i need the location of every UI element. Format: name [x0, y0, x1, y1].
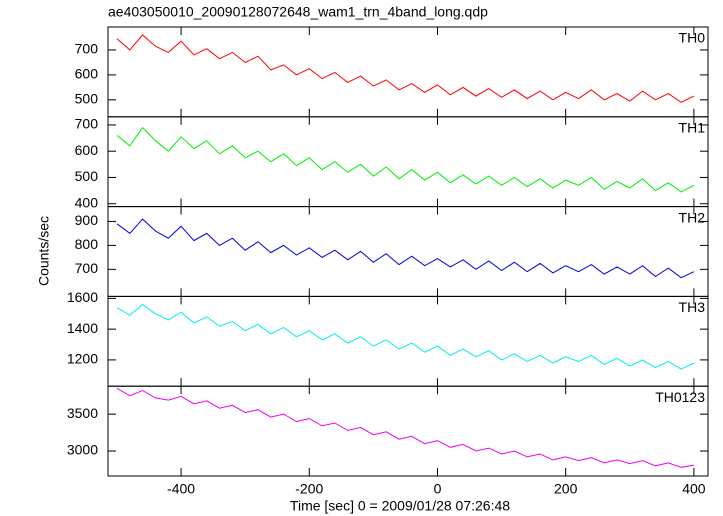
data-line [116, 218, 695, 279]
x-tick-label: 0 [434, 481, 442, 497]
y-tick-label: 600 [75, 66, 99, 82]
y-tick-label: 400 [75, 194, 99, 210]
data-line [116, 387, 694, 468]
y-tick-label: 700 [75, 41, 99, 57]
data-line [116, 126, 695, 193]
y-tick-label: 600 [75, 142, 99, 158]
y-tick-label: 700 [75, 260, 99, 276]
y-tick-label: 800 [75, 236, 99, 252]
x-tick-label: -400 [167, 481, 195, 497]
y-tick-label: 1400 [67, 320, 98, 336]
panel-label: TH2 [679, 209, 706, 225]
y-tick-label: 700 [75, 116, 99, 132]
x-tick-label: 400 [682, 481, 706, 497]
panel-label: TH0123 [655, 389, 705, 405]
y-tick-label: 3000 [67, 442, 98, 458]
y-axis-label: Counts/sec [36, 216, 52, 286]
panel-frame [107, 206, 709, 297]
x-tick-label: -200 [295, 481, 323, 497]
x-axis-label: Time [sec] 0 = 2009/01/28 07:26:48 [290, 498, 510, 514]
panel-frame [107, 26, 709, 118]
y-tick-label: 3500 [67, 405, 98, 421]
x-tick-label: 200 [554, 481, 578, 497]
y-tick-label: 1600 [67, 289, 98, 305]
y-tick-label: 500 [75, 91, 99, 107]
panel-frame [107, 116, 709, 208]
data-line [116, 303, 695, 370]
y-tick-label: 900 [75, 212, 99, 228]
y-tick-label: 500 [75, 168, 99, 184]
data-line [116, 34, 695, 103]
panel-frame [107, 385, 709, 477]
panel-frame [107, 295, 709, 387]
panel-label: TH1 [679, 120, 706, 136]
y-tick-label: 1200 [67, 351, 98, 367]
panel-label: TH0 [679, 30, 706, 46]
panel-label: TH3 [679, 299, 706, 315]
chart-title: ae403050010_20090128072648_wam1_trn_4ban… [108, 4, 488, 20]
